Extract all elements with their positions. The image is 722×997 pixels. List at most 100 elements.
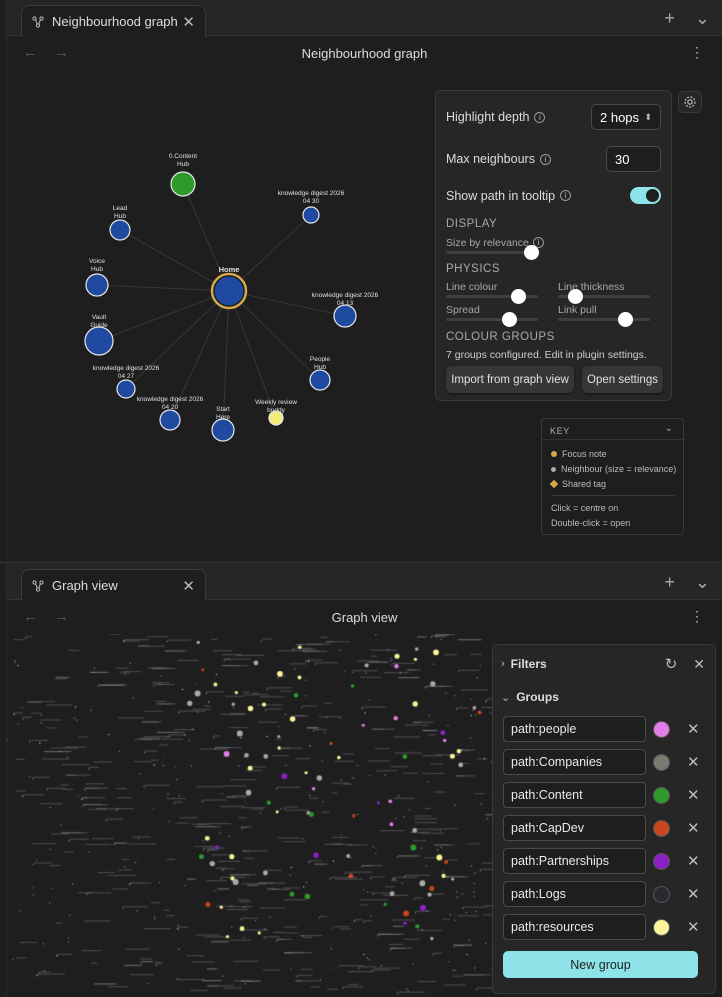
node-label: knowledge digest 2026 <box>278 190 345 197</box>
back-arrow-icon[interactable]: ← <box>23 44 38 61</box>
new-tab-button[interactable]: + <box>664 8 675 28</box>
key-item-shared-tag: Shared tag <box>549 479 606 489</box>
remove-group-icon[interactable]: ✕ <box>687 853 700 870</box>
import-from-graph-view-button[interactable]: Import from graph view <box>446 366 574 393</box>
slider-thumb[interactable] <box>524 245 539 260</box>
group-color-swatch[interactable] <box>653 753 670 771</box>
group-query-input[interactable]: path:CapDev <box>503 815 646 841</box>
chevron-right-icon[interactable]: › <box>501 658 505 670</box>
remove-group-icon[interactable]: ✕ <box>687 754 700 771</box>
node-circle[interactable] <box>116 379 136 399</box>
remove-group-icon[interactable]: ✕ <box>687 886 700 903</box>
close-tab-icon[interactable]: ✕ <box>182 577 195 595</box>
graph-edge <box>98 290 230 342</box>
reset-icon[interactable]: ↻ <box>664 656 678 673</box>
group-color-swatch[interactable] <box>653 918 670 936</box>
node-circle[interactable] <box>170 171 196 197</box>
node-circle[interactable] <box>309 369 331 391</box>
line-thickness-slider[interactable] <box>558 289 650 304</box>
filters-header[interactable]: › Filters ↻ ✕ <box>501 655 705 674</box>
node-circle[interactable] <box>109 219 131 241</box>
remove-group-icon[interactable]: ✕ <box>687 721 700 738</box>
line-colour-slider[interactable] <box>446 289 538 304</box>
group-color-swatch[interactable] <box>653 819 670 837</box>
info-icon[interactable]: i <box>560 190 572 201</box>
more-options-icon[interactable]: ⋮ <box>690 608 704 624</box>
node-circle[interactable] <box>333 304 357 328</box>
spread-slider[interactable] <box>446 312 538 327</box>
link-pull-slider[interactable] <box>558 312 650 327</box>
graph-node[interactable]: Home <box>210 265 248 310</box>
max-neighbours-input[interactable]: 30 <box>606 146 661 172</box>
remove-group-icon[interactable]: ✕ <box>687 919 700 936</box>
graph-settings-panel: Highlight depth i 2 hops ⬍ Max neighbour… <box>435 90 672 401</box>
tab-list-chevron-icon[interactable]: ⌄ <box>694 572 710 592</box>
size-by-relevance-slider[interactable] <box>446 245 539 260</box>
forward-arrow-icon[interactable]: → <box>54 608 69 625</box>
node-label: Voice <box>89 258 105 265</box>
gear-icon[interactable] <box>678 91 702 113</box>
more-options-icon[interactable]: ⋮ <box>690 44 704 60</box>
pane-divider[interactable] <box>0 561 722 564</box>
groups-header[interactable]: ⌄ Groups <box>501 690 705 704</box>
new-group-button[interactable]: New group <box>503 951 698 978</box>
node-circle[interactable] <box>85 273 109 297</box>
group-row: path:Content ✕ <box>503 782 705 808</box>
node-circle[interactable] <box>213 275 245 307</box>
tab-neighbourhood-graph[interactable]: Neighbourhood graph ✕ <box>21 5 206 37</box>
node-circle[interactable] <box>84 326 114 356</box>
node-circle[interactable] <box>302 206 320 224</box>
display-section-title: DISPLAY <box>446 218 498 230</box>
group-query-input[interactable]: path:people <box>503 716 646 742</box>
remove-group-icon[interactable]: ✕ <box>687 787 700 804</box>
groups-label: Groups <box>516 690 559 704</box>
group-color-swatch[interactable] <box>653 786 670 804</box>
group-query-input[interactable]: path:Logs <box>503 881 646 907</box>
slider-thumb[interactable] <box>502 312 517 327</box>
slider-thumb[interactable] <box>568 289 583 304</box>
view-header: ← → Graph view ⋮ <box>7 600 722 634</box>
info-icon[interactable]: i <box>533 237 544 248</box>
group-color-swatch[interactable] <box>653 885 670 903</box>
group-query-input[interactable]: path:Content <box>503 782 646 808</box>
info-icon[interactable]: i <box>534 111 546 123</box>
chevron-down-icon[interactable]: ⌄ <box>664 423 673 434</box>
group-query-input[interactable]: path:resources <box>503 914 646 940</box>
node-circle[interactable] <box>268 410 284 426</box>
show-path-toggle[interactable] <box>630 187 661 204</box>
highlight-depth-select[interactable]: 2 hops ⬍ <box>591 104 661 130</box>
graph-edge <box>222 290 230 431</box>
close-tab-icon[interactable]: ✕ <box>182 13 195 31</box>
slider-thumb[interactable] <box>511 289 526 304</box>
group-query-input[interactable]: path:Companies <box>503 749 646 775</box>
node-label: Hub <box>91 266 103 273</box>
forward-arrow-icon[interactable]: → <box>54 44 69 61</box>
group-color-swatch[interactable] <box>653 852 670 870</box>
tab-list-chevron-icon[interactable]: ⌄ <box>694 8 710 28</box>
chevron-down-icon[interactable]: ⌄ <box>501 691 511 704</box>
slider-thumb[interactable] <box>618 312 633 327</box>
tab-graph-view[interactable]: Graph view ✕ <box>21 569 206 601</box>
open-settings-button[interactable]: Open settings <box>582 366 663 393</box>
close-icon[interactable]: ✕ <box>693 655 705 672</box>
back-arrow-icon[interactable]: ← <box>23 608 38 625</box>
new-tab-button[interactable]: + <box>664 572 675 592</box>
node-circle[interactable] <box>159 409 181 431</box>
remove-group-icon[interactable]: ✕ <box>687 820 700 837</box>
group-color-swatch[interactable] <box>653 720 670 738</box>
group-query-input[interactable]: path:Partnerships <box>503 848 646 874</box>
node-circle[interactable] <box>211 418 235 442</box>
info-icon[interactable]: i <box>539 153 551 165</box>
